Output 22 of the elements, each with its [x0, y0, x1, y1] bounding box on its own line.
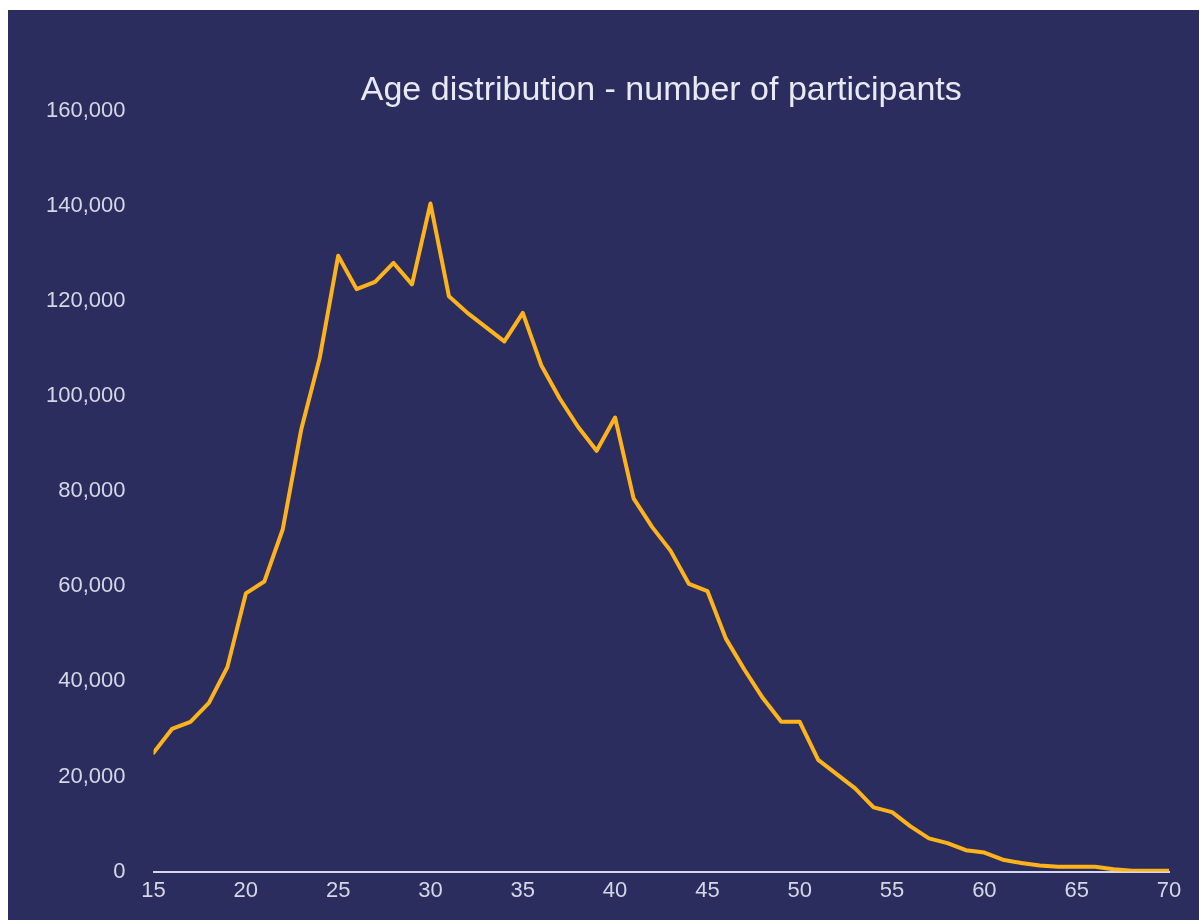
- x-tick-label: 70: [1156, 876, 1182, 902]
- y-tick-label: 40,000: [58, 667, 126, 693]
- x-tick-label: 45: [695, 876, 720, 902]
- chart-title: Age distribution - number of participants: [360, 68, 962, 107]
- x-tick-label: 20: [233, 876, 259, 902]
- y-tick-label: 140,000: [45, 191, 126, 217]
- y-tick-label: 60,000: [58, 572, 126, 598]
- x-tick-label: 15: [141, 876, 166, 902]
- x-tick-label: 35: [510, 876, 536, 902]
- x-tick-label: 60: [972, 876, 997, 902]
- x-tick-label: 50: [787, 876, 812, 902]
- y-tick-label: 100,000: [45, 382, 126, 408]
- y-tick-label: 120,000: [45, 287, 126, 313]
- x-tick-label: 25: [325, 876, 351, 902]
- y-tick-label: 20,000: [58, 762, 126, 788]
- y-tick-label: 160,000: [45, 96, 126, 122]
- y-tick-label: 80,000: [58, 477, 126, 503]
- x-tick-label: 55: [879, 876, 905, 902]
- x-tick-label: 65: [1064, 876, 1089, 902]
- y-tick-label: 0: [113, 857, 126, 883]
- x-tick-label: 40: [602, 876, 628, 902]
- x-tick-label: 30: [418, 876, 443, 902]
